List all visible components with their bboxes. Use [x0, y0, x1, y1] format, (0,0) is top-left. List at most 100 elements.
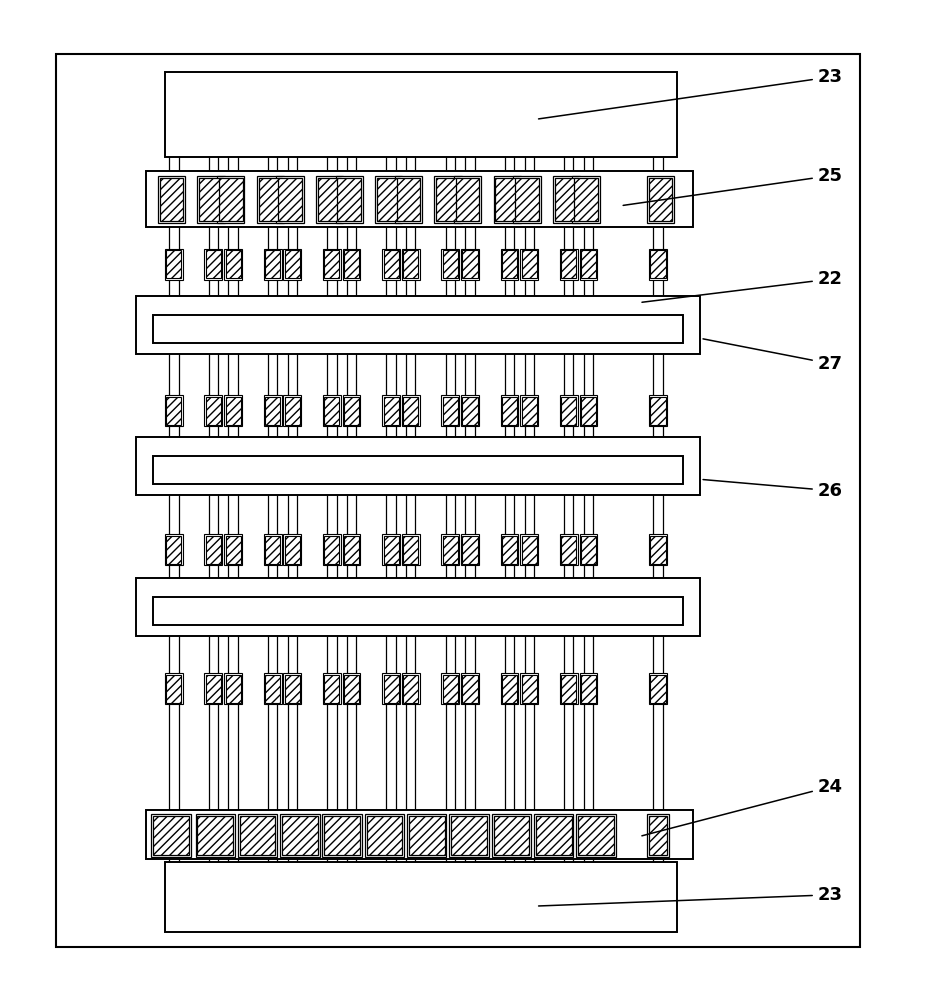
Bar: [442, 534, 459, 565]
Bar: [442, 395, 459, 426]
Bar: [650, 395, 667, 426]
Bar: [342, 534, 361, 565]
Bar: [462, 397, 478, 425]
Text: 26: 26: [703, 480, 843, 500]
Bar: [502, 536, 517, 564]
Bar: [240, 816, 275, 855]
Bar: [342, 395, 361, 426]
Bar: [219, 178, 243, 221]
Bar: [337, 178, 361, 221]
Bar: [284, 395, 301, 426]
Bar: [461, 673, 478, 704]
Bar: [515, 178, 539, 221]
Bar: [224, 395, 243, 426]
Bar: [579, 534, 598, 565]
Bar: [403, 675, 418, 703]
Bar: [443, 397, 458, 425]
Bar: [324, 397, 339, 425]
Bar: [492, 814, 531, 857]
Bar: [324, 675, 339, 703]
Bar: [324, 250, 339, 278]
Bar: [280, 814, 320, 857]
Bar: [521, 673, 538, 704]
Bar: [494, 816, 529, 855]
Bar: [443, 536, 458, 564]
Bar: [318, 178, 341, 221]
Bar: [650, 536, 666, 564]
Bar: [166, 397, 181, 425]
Bar: [205, 249, 222, 280]
Bar: [165, 534, 182, 565]
Bar: [158, 176, 185, 223]
Bar: [285, 675, 300, 703]
Bar: [206, 250, 221, 278]
Bar: [402, 673, 419, 704]
Bar: [153, 597, 683, 625]
Bar: [165, 249, 182, 280]
Bar: [521, 534, 538, 565]
Bar: [522, 536, 537, 564]
Bar: [502, 397, 517, 425]
Bar: [454, 176, 481, 223]
Bar: [285, 397, 300, 425]
Bar: [166, 675, 181, 703]
Bar: [324, 536, 339, 564]
Bar: [323, 395, 340, 426]
Bar: [344, 675, 359, 703]
Bar: [153, 816, 189, 855]
Bar: [502, 250, 517, 278]
Bar: [384, 675, 399, 703]
Bar: [456, 178, 479, 221]
Bar: [217, 176, 244, 223]
Bar: [367, 816, 402, 855]
Bar: [521, 395, 538, 426]
Bar: [384, 397, 399, 425]
Bar: [136, 437, 700, 495]
Bar: [553, 176, 580, 223]
Bar: [342, 249, 361, 280]
Bar: [442, 673, 459, 704]
Bar: [164, 72, 677, 157]
Bar: [384, 536, 399, 564]
Bar: [501, 673, 519, 704]
Bar: [494, 176, 521, 223]
Bar: [382, 534, 400, 565]
Bar: [197, 176, 225, 223]
Bar: [560, 673, 577, 704]
Text: 23: 23: [539, 68, 843, 119]
Bar: [265, 675, 280, 703]
Bar: [224, 673, 243, 704]
Bar: [258, 178, 282, 221]
Bar: [238, 814, 277, 857]
Bar: [205, 534, 222, 565]
Bar: [166, 536, 181, 564]
Bar: [560, 395, 577, 426]
Bar: [322, 814, 362, 857]
Bar: [226, 675, 241, 703]
Bar: [561, 397, 576, 425]
Bar: [647, 176, 674, 223]
Bar: [581, 675, 596, 703]
Bar: [402, 249, 419, 280]
Bar: [461, 534, 478, 565]
Bar: [257, 176, 284, 223]
Bar: [263, 249, 282, 280]
Bar: [199, 178, 223, 221]
Bar: [285, 250, 300, 278]
Bar: [395, 176, 422, 223]
Bar: [206, 675, 221, 703]
Text: 27: 27: [703, 339, 843, 373]
Bar: [324, 816, 360, 855]
Bar: [196, 814, 235, 857]
Bar: [265, 536, 280, 564]
Text: 23: 23: [539, 886, 843, 906]
Bar: [151, 814, 191, 857]
Bar: [522, 250, 537, 278]
Bar: [461, 395, 478, 426]
Bar: [160, 178, 183, 221]
Text: 22: 22: [642, 270, 843, 302]
Bar: [560, 534, 577, 565]
Bar: [56, 53, 860, 946]
Bar: [581, 536, 596, 564]
Bar: [226, 397, 241, 425]
